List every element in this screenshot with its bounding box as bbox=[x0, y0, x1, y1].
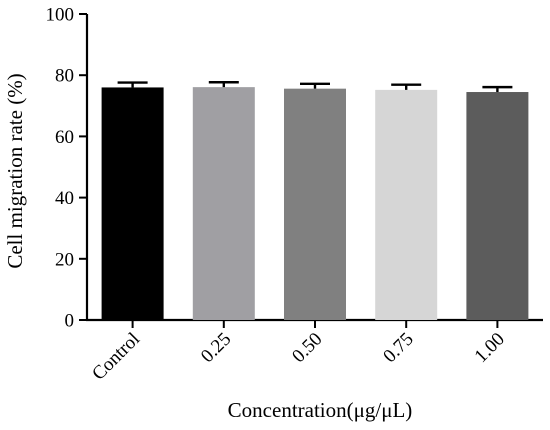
y-axis-title: Cell migration rate (%) bbox=[3, 73, 27, 268]
bars bbox=[101, 87, 529, 320]
bar-1-00 bbox=[466, 92, 529, 320]
y-tick-label: 40 bbox=[55, 188, 74, 209]
x-axis-title: Concentration(μg/μL) bbox=[228, 398, 413, 422]
bar-0-75 bbox=[375, 89, 438, 320]
y-tick-label: 100 bbox=[46, 5, 75, 26]
y-tick-label: 60 bbox=[55, 127, 74, 148]
x-tick-label: 1.00 bbox=[471, 329, 509, 367]
x-tick-label: 0.75 bbox=[379, 329, 417, 367]
error-bars bbox=[117, 81, 513, 93]
x-tick-label: 0.50 bbox=[288, 329, 326, 367]
bar-0-50 bbox=[284, 88, 346, 320]
y-tick-label: 80 bbox=[55, 66, 74, 87]
x-tick-label: 0.25 bbox=[197, 329, 235, 367]
x-axis: Control 0.25 0.50 0.75 1.00 bbox=[86, 318, 543, 385]
x-tick-label: Control bbox=[88, 329, 144, 385]
y-tick-label: 0 bbox=[65, 311, 75, 332]
bar-control bbox=[101, 87, 164, 320]
bar-0-25 bbox=[192, 87, 255, 320]
y-tick-label: 20 bbox=[55, 249, 74, 270]
y-axis: 0 20 40 60 80 100 bbox=[46, 5, 89, 332]
